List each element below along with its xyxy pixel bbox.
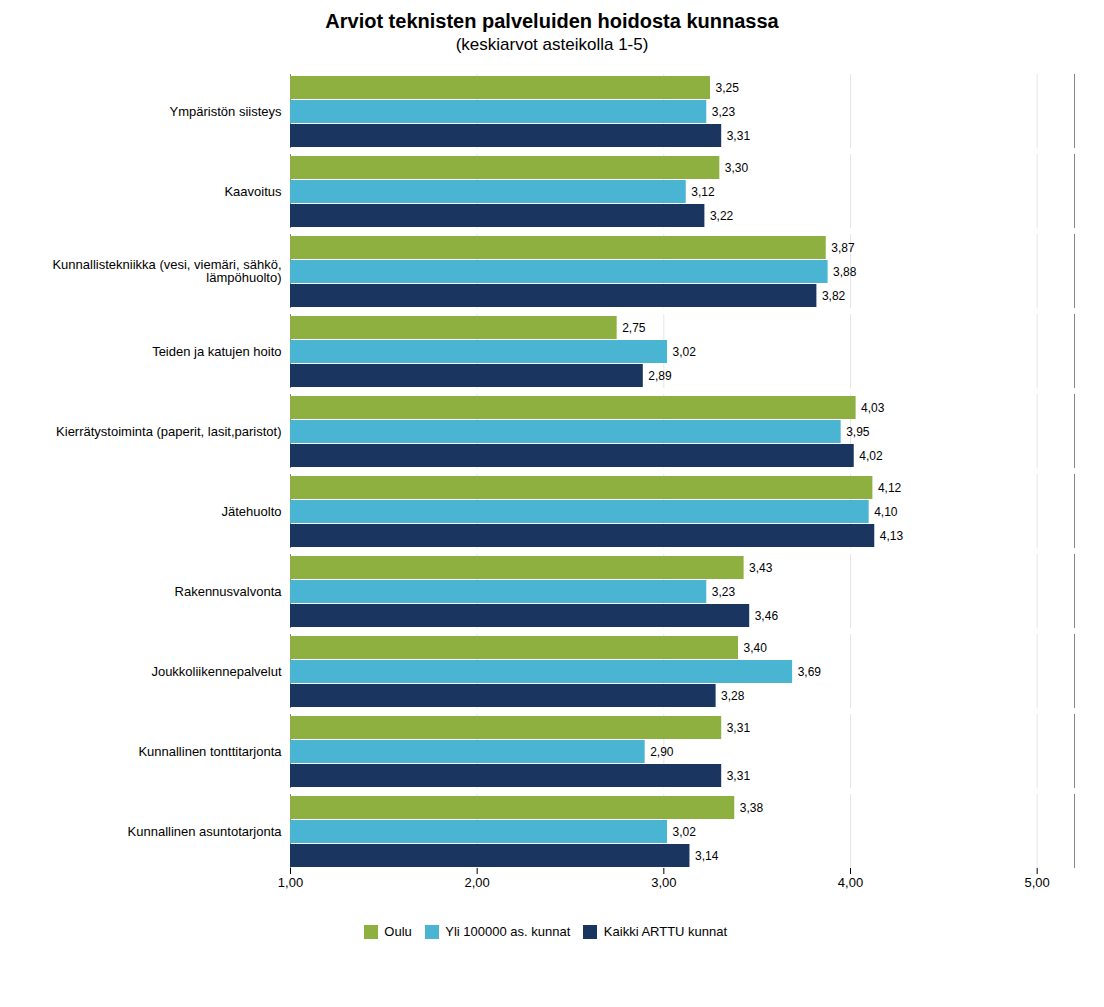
svg-text:3,22: 3,22 [710,209,734,223]
svg-text:3,00: 3,00 [651,875,676,890]
svg-text:3,31: 3,31 [727,129,751,143]
html-text:Arviot teknisten palveluiden h: Arviot teknisten palveluiden hoidosta ku… [325,10,779,32]
html-text:Kaikki ARTTU kunnat: Kaikki ARTTU kunnat [603,924,728,939]
svg-text:3,12: 3,12 [691,185,715,199]
svg-text:1,00: 1,00 [278,875,303,890]
svg-text:Kunnallistekniikka (vesi, viem: Kunnallistekniikka (vesi, viemäri, sähkö… [52,257,281,285]
svg-text:3,25: 3,25 [716,81,740,95]
svg-text:Jätehuolto: Jätehuolto [222,504,282,519]
svg-text:3,31: 3,31 [727,769,751,783]
svg-text:3,87: 3,87 [831,241,855,255]
svg-text:Rakennusvalvonta: Rakennusvalvonta [175,584,283,599]
svg-text:Ympäristön siisteys: Ympäristön siisteys [170,104,282,119]
svg-text:3,31: 3,31 [727,721,751,735]
svg-text:3,95: 3,95 [846,425,870,439]
svg-text:4,13: 4,13 [880,529,904,543]
svg-text:3,88: 3,88 [833,265,857,279]
svg-text:4,03: 4,03 [861,401,885,415]
svg-text:3,14: 3,14 [695,849,719,863]
svg-text:3,02: 3,02 [673,345,697,359]
svg-text:3,23: 3,23 [712,105,736,119]
svg-text:2,89: 2,89 [648,369,672,383]
svg-text:4,10: 4,10 [874,505,898,519]
svg-text:3,46: 3,46 [755,609,779,623]
svg-text:Kunnallinen asuntotarjonta: Kunnallinen asuntotarjonta [128,824,283,839]
svg-text:2,90: 2,90 [650,745,674,759]
svg-text:4,12: 4,12 [878,481,902,495]
svg-text:Kunnallinen tonttitarjonta: Kunnallinen tonttitarjonta [138,744,282,759]
svg-text:3,40: 3,40 [744,641,768,655]
svg-text:3,82: 3,82 [822,289,846,303]
svg-text:Teiden ja katujen hoito: Teiden ja katujen hoito [152,344,281,359]
svg-text:3,69: 3,69 [798,665,822,679]
svg-text:4,02: 4,02 [859,449,883,463]
html-text:Oulu: Oulu [384,924,412,939]
svg-text:5,00: 5,00 [1025,875,1050,890]
svg-text:4,00: 4,00 [838,875,863,890]
svg-text:2,75: 2,75 [622,321,646,335]
html-text:Yli 100000 as. kunnat: Yli 100000 as. kunnat [445,924,571,939]
svg-text:3,28: 3,28 [721,689,745,703]
svg-text:3,43: 3,43 [749,561,773,575]
svg-text:3,02: 3,02 [673,825,697,839]
svg-text:3,38: 3,38 [740,801,764,815]
svg-text:2,00: 2,00 [465,875,490,890]
html-text:(keskiarvot asteikolla 1-5): (keskiarvot asteikolla 1-5) [455,35,649,54]
svg-text:3,23: 3,23 [712,585,736,599]
svg-text:3,30: 3,30 [725,161,749,175]
svg-text:Kierrätystoiminta (paperit, la: Kierrätystoiminta (paperit, lasit,parist… [56,424,281,439]
svg-text:Joukkoliikennepalvelut: Joukkoliikennepalvelut [151,664,281,679]
svg-text:Kaavoitus: Kaavoitus [224,184,282,199]
